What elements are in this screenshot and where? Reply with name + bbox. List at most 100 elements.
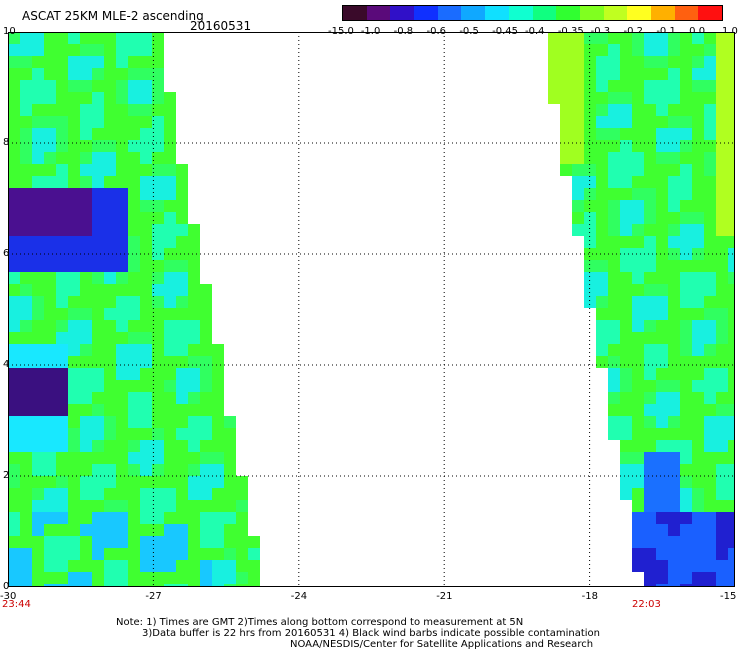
swath-cell [152, 56, 164, 68]
swath-cell [224, 560, 236, 572]
swath-cell [728, 188, 735, 200]
swath-cell [140, 392, 152, 404]
swath-cell [8, 260, 20, 272]
swath-cell [632, 416, 644, 428]
swath-cell [20, 368, 32, 380]
swath-cell [116, 536, 128, 548]
swath-cell [668, 320, 680, 332]
swath-cell [656, 344, 668, 356]
swath-cell [656, 440, 668, 452]
swath-cell [32, 392, 44, 404]
swath-cell [20, 464, 32, 476]
swath-cell [608, 188, 620, 200]
swath-cell [32, 236, 44, 248]
swath-cell [140, 236, 152, 248]
swath-cell [20, 284, 32, 296]
color-scale-swatch [461, 6, 486, 20]
swath-cell [8, 272, 20, 284]
swath-cell [116, 512, 128, 524]
swath-cell [32, 428, 44, 440]
swath-cell [668, 56, 680, 68]
swath-cell [152, 536, 164, 548]
swath-cell [200, 296, 212, 308]
swath-cell [116, 68, 128, 80]
swath-cell [596, 80, 608, 92]
swath-cell [728, 524, 735, 536]
swath-cell [44, 104, 56, 116]
swath-cell [68, 452, 80, 464]
swath-cell [704, 296, 716, 308]
swath-cell [8, 524, 20, 536]
longitude-tick-label: -27 [145, 591, 162, 602]
swath-cell [104, 344, 116, 356]
swath-cell [188, 356, 200, 368]
swath-cell [692, 80, 704, 92]
swath-cell [608, 284, 620, 296]
swath-cell [620, 68, 632, 80]
swath-cell [44, 368, 56, 380]
swath-cell [704, 212, 716, 224]
swath-cell [668, 152, 680, 164]
swath-cell [644, 404, 656, 416]
swath-cell [224, 572, 236, 584]
swath-cell [236, 548, 248, 560]
swath-cell [620, 392, 632, 404]
swath-cell [104, 560, 116, 572]
swath-cell [680, 560, 692, 572]
swath-cell [632, 104, 644, 116]
longitude-tick-label: -15 [720, 591, 737, 602]
swath-cell [116, 392, 128, 404]
swath-cell [20, 320, 32, 332]
swath-cell [656, 392, 668, 404]
swath-cell [56, 332, 68, 344]
swath-cell [176, 332, 188, 344]
swath-cell [656, 500, 668, 512]
swath-cell [32, 440, 44, 452]
swath-cell [20, 332, 32, 344]
swath-cell [680, 572, 692, 584]
swath-cell [80, 260, 92, 272]
swath-cell [668, 416, 680, 428]
swath-cell [680, 212, 692, 224]
swath-cell [716, 332, 728, 344]
swath-cell [104, 260, 116, 272]
swath-cell [680, 440, 692, 452]
swath-cell [176, 512, 188, 524]
footnote-line-3: NOAA/NESDIS/Center for Satellite Applica… [290, 639, 594, 650]
swath-cell [104, 104, 116, 116]
swath-cell [116, 500, 128, 512]
swath-cell [704, 560, 716, 572]
swath-cell [8, 44, 20, 56]
swath-cell [152, 548, 164, 560]
swath-cell [176, 452, 188, 464]
swath-cell [224, 524, 236, 536]
swath-cell [608, 320, 620, 332]
swath-cell [68, 476, 80, 488]
swath-cell [704, 32, 716, 44]
swath-cell [656, 464, 668, 476]
swath-cell [32, 140, 44, 152]
swath-cell [20, 392, 32, 404]
swath-cell [704, 404, 716, 416]
swath-cell [164, 356, 176, 368]
swath-cell [212, 572, 224, 584]
swath-cell [56, 128, 68, 140]
swath-cell [644, 368, 656, 380]
swath-cell [620, 176, 632, 188]
swath-cell [164, 236, 176, 248]
swath-cell [644, 548, 656, 560]
swath-cell [44, 320, 56, 332]
swath-cell [656, 140, 668, 152]
swath-cell [680, 392, 692, 404]
swath-cell [68, 92, 80, 104]
swath-cell [140, 536, 152, 548]
swath-cell [692, 296, 704, 308]
swath-cell [68, 176, 80, 188]
swath-cell [68, 464, 80, 476]
swath-cell [596, 344, 608, 356]
swath-cell [692, 212, 704, 224]
swath-cell [680, 380, 692, 392]
swath-cell [248, 560, 260, 572]
swath-cell [596, 116, 608, 128]
swath-cell [608, 152, 620, 164]
